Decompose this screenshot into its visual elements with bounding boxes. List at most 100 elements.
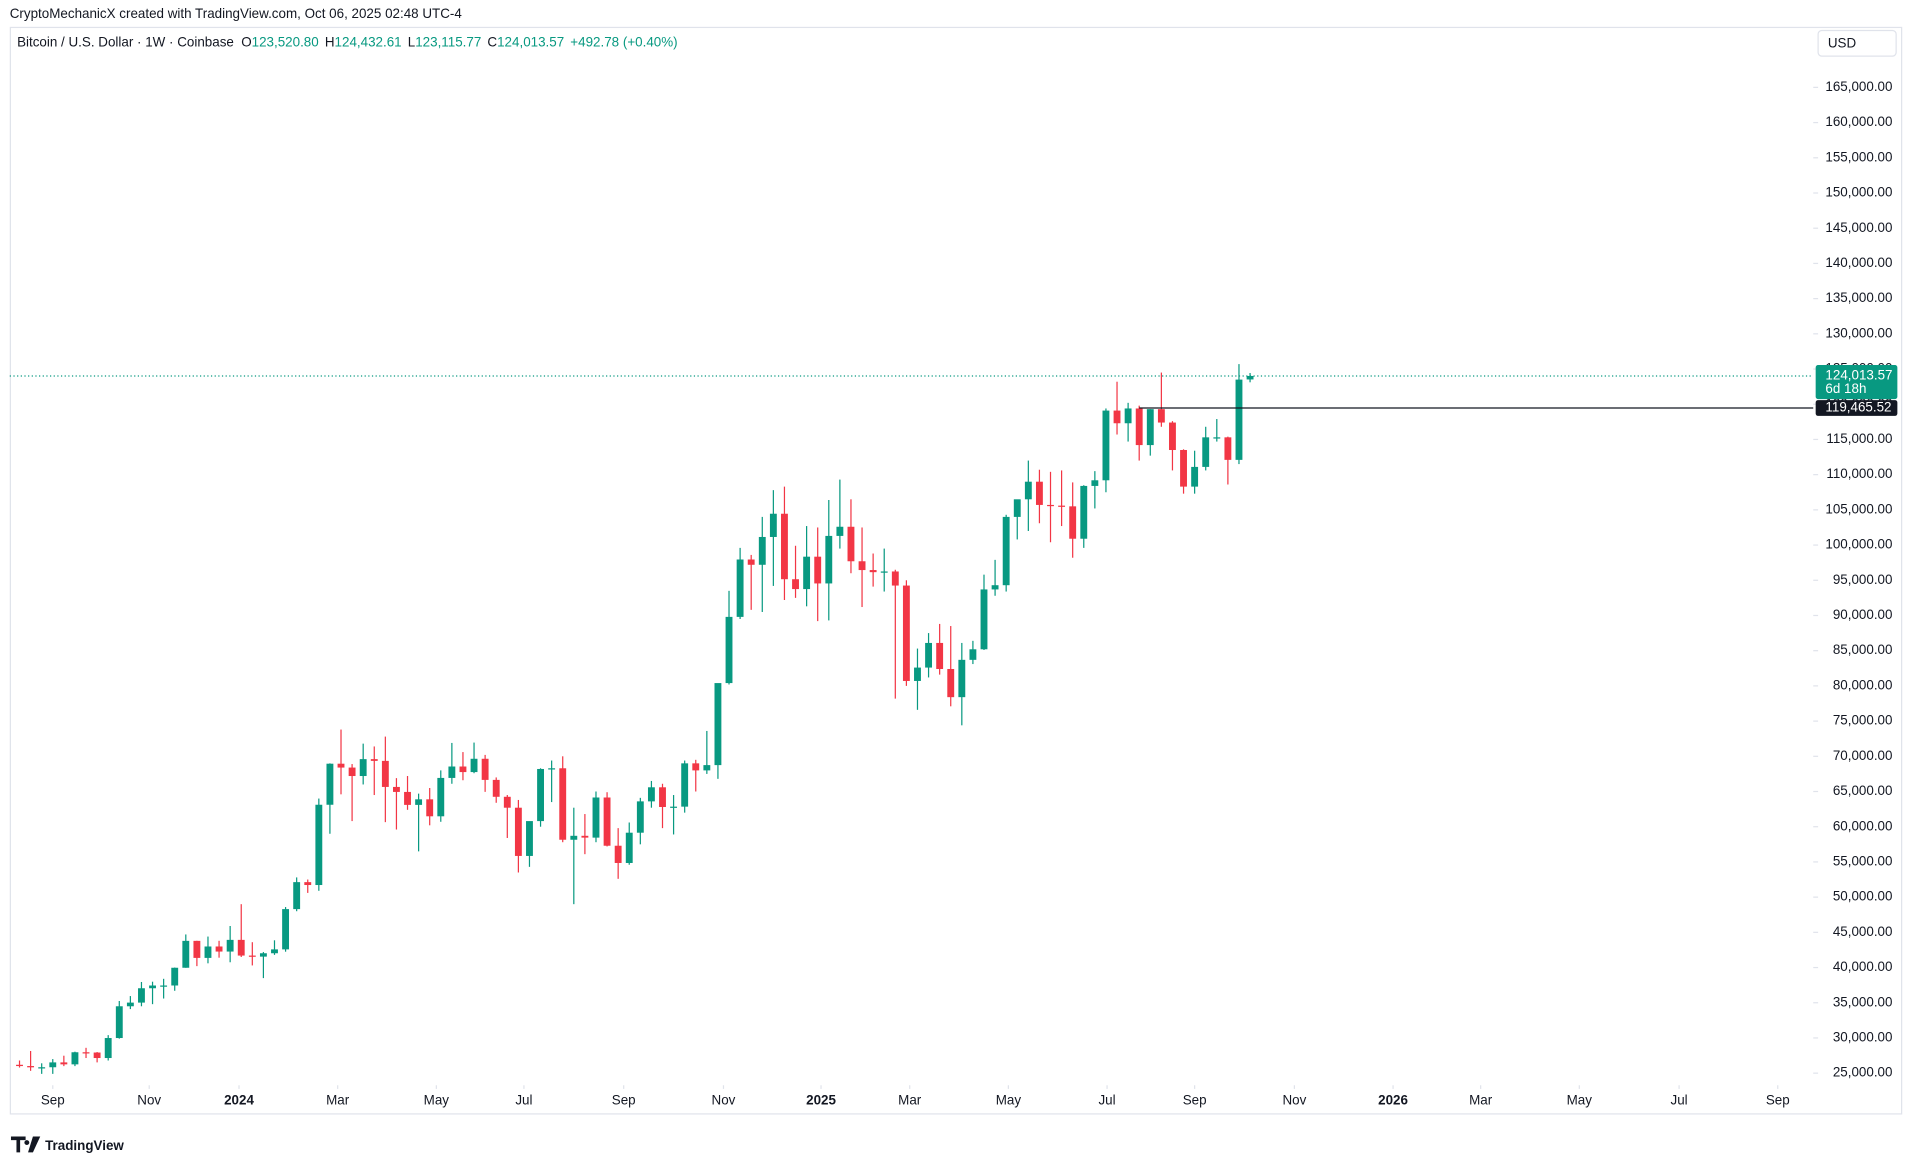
- y-tick-label: 25,000.00: [1833, 1065, 1893, 1080]
- x-tick-label: Mar: [898, 1093, 922, 1108]
- hline-tag: [1815, 400, 1898, 416]
- candle-body: [293, 882, 301, 910]
- candle-body: [237, 939, 245, 956]
- candle-body: [415, 799, 423, 805]
- credit: CryptoMechanicX created with TradingView…: [10, 6, 463, 21]
- candle-body: [193, 940, 201, 958]
- ohlc-key: O: [241, 34, 251, 49]
- candle-body: [603, 797, 611, 846]
- y-tick-label: 40,000.00: [1833, 959, 1893, 974]
- candle-body: [1191, 466, 1199, 487]
- candle-body: [71, 1052, 79, 1065]
- currency-box[interactable]: [1817, 29, 1897, 57]
- candle-body: [115, 1006, 123, 1039]
- candle-body: [1024, 481, 1032, 500]
- candle-body: [1135, 408, 1143, 446]
- candle-body: [769, 513, 777, 537]
- candle-body: [503, 796, 511, 808]
- x-tick-label: Nov: [712, 1093, 736, 1108]
- candle-body: [947, 668, 955, 698]
- y-tick-label: 65,000.00: [1833, 783, 1893, 798]
- candle-body: [1002, 516, 1010, 586]
- ohlc-value: 124,432.61: [335, 34, 402, 49]
- candle-body: [1091, 480, 1099, 486]
- candle-body: [259, 953, 267, 957]
- candle-body: [991, 585, 999, 590]
- candle-body: [659, 787, 666, 808]
- candle-body: [182, 940, 190, 968]
- candle-body: [670, 806, 678, 808]
- candle-body: [16, 1064, 23, 1067]
- candle-body: [1013, 499, 1021, 517]
- x-tick-label: Sep: [1766, 1093, 1790, 1108]
- candle-body: [969, 649, 977, 660]
- candle-body: [426, 799, 434, 817]
- candle-body: [315, 804, 323, 886]
- y-tick-label: 100,000.00: [1825, 537, 1892, 552]
- candle-body: [958, 659, 966, 698]
- candle-body: [404, 791, 411, 805]
- candle-body: [714, 683, 722, 766]
- logo-icon: [10, 1136, 41, 1153]
- candle-body: [204, 946, 212, 958]
- y-tick-label: 90,000.00: [1833, 607, 1893, 622]
- candle-body: [636, 801, 644, 833]
- candle-body: [392, 786, 400, 792]
- y-tick-label: 105,000.00: [1825, 501, 1892, 516]
- candle-body: [49, 1062, 57, 1068]
- candle-body: [880, 571, 888, 573]
- candle-body: [891, 571, 899, 586]
- y-tick-label: 135,000.00: [1825, 290, 1892, 305]
- candle-body: [215, 946, 223, 952]
- candle-body: [792, 579, 799, 590]
- y-tick-label: 70,000.00: [1833, 748, 1893, 763]
- candle-body: [736, 559, 744, 617]
- candle-body: [570, 835, 578, 840]
- y-tick-label: 150,000.00: [1825, 185, 1892, 200]
- x-tick-label: 2026: [1378, 1093, 1408, 1108]
- candle-body: [592, 797, 600, 838]
- candle-body: [758, 536, 766, 565]
- candle-body: [814, 556, 822, 584]
- y-tick-label: 115,000.00: [1826, 431, 1892, 446]
- ohlc-value: 123,520.80: [252, 34, 319, 49]
- candle-body: [326, 763, 334, 805]
- candle-body: [1102, 410, 1110, 481]
- candle-body: [93, 1052, 101, 1059]
- x-tick-label: Sep: [41, 1093, 65, 1108]
- change: +492.78 (+0.40%): [570, 34, 677, 49]
- candle-body: [548, 768, 556, 770]
- candle-body: [1035, 481, 1043, 505]
- candle-body: [104, 1038, 112, 1059]
- candle-body: [149, 985, 156, 989]
- candle-body: [160, 985, 168, 987]
- y-tick-label: 95,000.00: [1833, 572, 1893, 587]
- y-tick-label: 110,000.00: [1826, 466, 1892, 481]
- candle-body: [869, 570, 877, 573]
- x-tick-label: Nov: [1282, 1093, 1306, 1108]
- candle-body: [282, 909, 290, 950]
- candle-body: [581, 835, 589, 838]
- y-tick-label: 45,000.00: [1833, 924, 1893, 939]
- candle-body: [1213, 437, 1221, 439]
- candle-body: [1113, 410, 1121, 424]
- candle-body: [271, 949, 278, 954]
- x-tick-label: Sep: [1183, 1093, 1207, 1108]
- candle-body: [27, 1066, 35, 1068]
- candle-body: [448, 766, 456, 778]
- candle-body: [1124, 408, 1132, 424]
- x-tick-label: Jul: [1098, 1093, 1115, 1108]
- candle-body: [1157, 409, 1165, 423]
- candle-body: [514, 807, 522, 856]
- candle-body: [1169, 422, 1176, 451]
- candle-body: [1246, 375, 1254, 380]
- candle-body: [1047, 504, 1054, 507]
- y-tick-label: 60,000.00: [1833, 818, 1893, 833]
- y-tick-label: 80,000.00: [1833, 677, 1893, 692]
- x-tick-label: Mar: [1469, 1093, 1493, 1108]
- x-tick-label: May: [996, 1093, 1022, 1108]
- y-tick-label: 140,000.00: [1825, 255, 1892, 270]
- candle-body: [1069, 506, 1077, 539]
- candle-body: [226, 939, 234, 952]
